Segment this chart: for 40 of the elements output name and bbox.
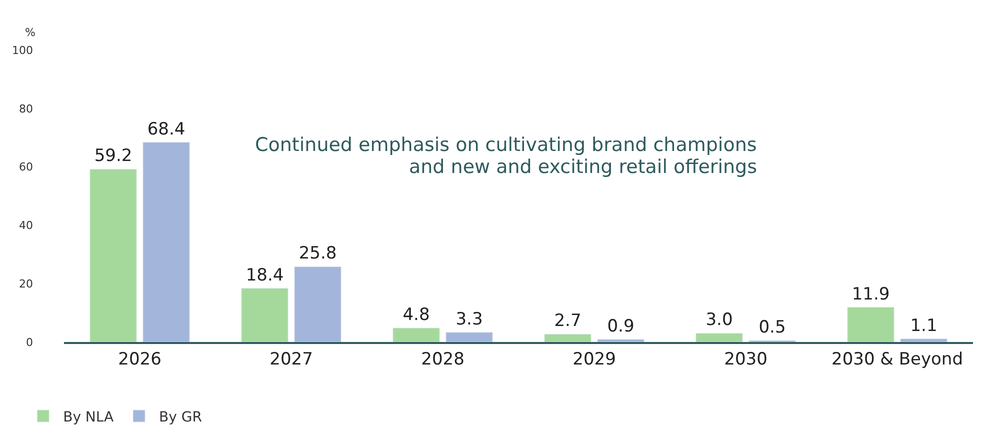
- bar: [597, 339, 644, 342]
- data-label: 1.1: [910, 316, 938, 336]
- data-label: 0.9: [607, 316, 634, 336]
- y-tick-label: 20: [19, 277, 33, 290]
- x-tick-label: 2030: [724, 349, 768, 370]
- x-tick-label: 2027: [270, 349, 313, 370]
- bar: [294, 266, 342, 342]
- bar: [241, 288, 288, 342]
- y-tick-label: 40: [19, 219, 33, 232]
- bar: [90, 168, 137, 342]
- x-tick-label: 2029: [572, 349, 616, 370]
- data-label: 25.8: [298, 244, 337, 264]
- data-label: 68.4: [147, 119, 186, 140]
- data-label: 3.0: [706, 310, 733, 330]
- y-tick-label: 0: [26, 336, 33, 349]
- bar: [142, 142, 190, 342]
- bar: [544, 334, 592, 342]
- data-label: 3.3: [456, 309, 483, 330]
- bar: [696, 332, 743, 342]
- x-tick-label: 2030 & Beyond: [832, 349, 963, 370]
- data-label: 18.4: [246, 265, 284, 286]
- legend-label: By GR: [159, 409, 202, 426]
- bar: [847, 307, 894, 342]
- data-label: 2.7: [554, 311, 582, 332]
- data-label: 11.9: [852, 284, 890, 304]
- x-tick-label: 2026: [118, 349, 162, 370]
- data-label: 0.5: [758, 318, 786, 338]
- y-tick-label: 80: [19, 102, 33, 116]
- legend-label: By NLA: [63, 409, 114, 426]
- y-tick-label: 60: [19, 160, 33, 174]
- data-label: 59.2: [94, 146, 132, 166]
- bar: [900, 338, 948, 342]
- data-label: 4.8: [402, 304, 430, 325]
- annotation: Continued emphasis on cultivating brand champions: [255, 134, 757, 156]
- x-tick-label: 2028: [421, 349, 464, 370]
- y-axis-title: %: [25, 26, 36, 39]
- annotation: and new and exciting retail offerings: [409, 156, 758, 178]
- bar: [392, 328, 440, 342]
- y-tick-label: 100: [12, 44, 33, 57]
- bar: [446, 332, 493, 342]
